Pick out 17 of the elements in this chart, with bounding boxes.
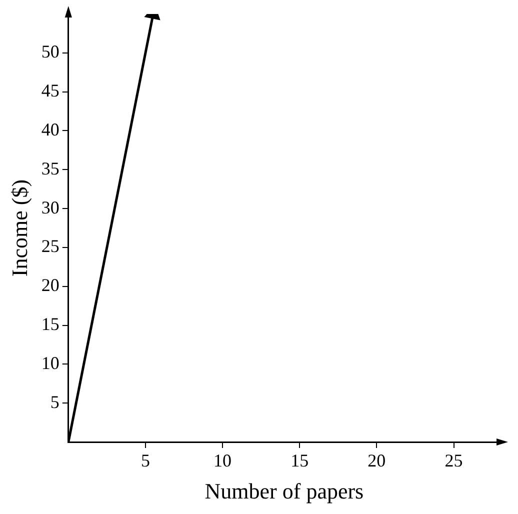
y-tick-label: 45 bbox=[41, 80, 60, 101]
y-tick-label: 30 bbox=[41, 197, 60, 218]
y-tick-label: 20 bbox=[41, 275, 60, 296]
y-tick-label: 35 bbox=[41, 158, 60, 178]
x-axis-title: Number of papers bbox=[204, 478, 364, 504]
y-tick-label: 5 bbox=[50, 392, 60, 412]
y-tick-label: 25 bbox=[41, 236, 60, 256]
y-tick-label: 40 bbox=[41, 119, 60, 140]
y-tick-label: 50 bbox=[41, 42, 60, 62]
x-tick-label: 25 bbox=[444, 450, 463, 471]
y-tick-label: 10 bbox=[41, 352, 60, 373]
x-tick-label: 15 bbox=[290, 450, 309, 471]
x-tick-label: 20 bbox=[368, 450, 386, 471]
x-tick-label: 5 bbox=[140, 450, 150, 471]
y-tick-label: 15 bbox=[41, 314, 60, 334]
y-axis-title: Income ($) bbox=[6, 179, 32, 277]
x-tick-label: 10 bbox=[214, 450, 232, 471]
